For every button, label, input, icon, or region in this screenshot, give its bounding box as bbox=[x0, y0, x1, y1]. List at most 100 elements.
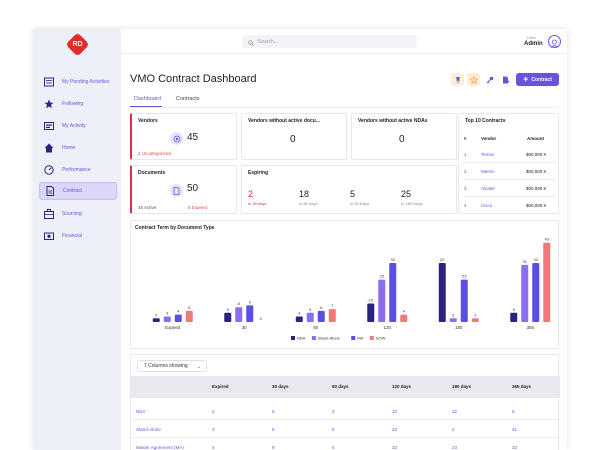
chart-data-label: 32 bbox=[440, 257, 445, 262]
column-header[interactable]: 120 days bbox=[392, 384, 412, 389]
legend-swatch bbox=[351, 336, 356, 340]
expiring-card: Expiring 2 In 30 days 18 In 60 days 5 In… bbox=[241, 165, 457, 214]
chart-bar[interactable] bbox=[317, 310, 325, 322]
column-header[interactable]: Expired bbox=[212, 384, 229, 389]
sidebar-item-following[interactable]: Following bbox=[39, 95, 117, 113]
table-cell: 3 bbox=[332, 409, 335, 414]
table-cell: 23 bbox=[392, 427, 398, 432]
vendors-no-active-docs-card[interactable]: Vendors without active docu... 0 bbox=[241, 113, 347, 160]
chart-bar[interactable] bbox=[449, 318, 457, 322]
documents-card[interactable]: Documents 50 45 Active 5 Expired bbox=[130, 165, 237, 214]
chart-data-label: 10 bbox=[369, 298, 374, 303]
company-logo[interactable]: RD bbox=[65, 32, 90, 57]
chart-bar[interactable] bbox=[521, 264, 529, 322]
table-cell: 4 bbox=[212, 445, 215, 450]
row-label-link[interactable]: Master Agreement (MA) bbox=[136, 445, 184, 450]
chart-bar[interactable] bbox=[378, 279, 386, 322]
top-contract-vendor-link[interactable]: Temes bbox=[481, 152, 495, 157]
legend-swatch bbox=[369, 336, 374, 340]
chart-bar[interactable] bbox=[163, 316, 171, 322]
chart-bar[interactable] bbox=[306, 312, 314, 322]
chart-bar[interactable] bbox=[328, 309, 336, 322]
tab-contracts[interactable]: Contracts bbox=[176, 96, 200, 102]
sidebar-item-my-activity[interactable]: My Activity bbox=[39, 117, 117, 135]
table-cell: 2 bbox=[452, 427, 455, 432]
table-cell: 8 bbox=[272, 427, 275, 432]
expiring-90-count[interactable]: 5 bbox=[350, 189, 356, 199]
chart-tick-label: 120 bbox=[383, 325, 391, 330]
plus-icon: + bbox=[523, 74, 529, 84]
sidebar-item-contract[interactable]: Contract bbox=[39, 182, 117, 200]
avatar[interactable] bbox=[548, 35, 561, 48]
pin-icon bbox=[454, 71, 462, 89]
sidebar-item-financial[interactable]: Financial bbox=[39, 227, 117, 245]
top-contract-vendor-link[interactable]: Cisco bbox=[481, 203, 493, 208]
chart-tick-label: Expired bbox=[165, 325, 181, 330]
table-cell: 5 bbox=[272, 409, 275, 414]
chart-bar[interactable] bbox=[400, 314, 408, 322]
legend-entry[interactable]: SOW bbox=[376, 336, 386, 341]
vendors-card[interactable]: Vendors 45 2 Uncategorized bbox=[130, 113, 237, 160]
top-contract-amount: $00,000 K bbox=[526, 169, 547, 174]
search-icon bbox=[248, 33, 254, 51]
export-button[interactable] bbox=[499, 73, 512, 86]
chart-bar[interactable] bbox=[224, 312, 232, 322]
chart-bar[interactable] bbox=[510, 312, 518, 322]
search-input[interactable]: Search... bbox=[242, 35, 417, 48]
row-label-link[interactable]: NDA bbox=[136, 409, 146, 414]
uncategorized-link[interactable]: 2 Uncategorized bbox=[138, 151, 171, 156]
chart-bar[interactable] bbox=[235, 307, 243, 322]
column-header[interactable]: 180 days bbox=[452, 384, 472, 389]
contract-term-chart-card: Contract Term by Document Type 2 3 4 6 Expir… bbox=[130, 220, 559, 349]
top-contract-vendor-link[interactable]: Alcatel bbox=[481, 186, 495, 191]
expiring-30-count[interactable]: 2 bbox=[248, 189, 254, 199]
vendors-no-active-ndas-card[interactable]: Vendors without active NDAs 0 bbox=[351, 113, 457, 160]
pin-button[interactable] bbox=[451, 73, 464, 86]
table-cell: 9 bbox=[272, 445, 275, 450]
sidebar-item-pending-activities[interactable]: My Pending Activities bbox=[39, 73, 117, 91]
favorite-button[interactable] bbox=[467, 73, 480, 86]
chart-data-label: 32 bbox=[534, 257, 539, 262]
row-label-link[interactable]: Stand-Alone bbox=[136, 427, 161, 432]
top-contract-vendor-link[interactable]: Meeris bbox=[481, 169, 495, 174]
chart-bar[interactable] bbox=[389, 262, 397, 322]
chart-bar[interactable] bbox=[543, 242, 551, 322]
chart-bar[interactable] bbox=[460, 279, 468, 322]
table-cell: 5 bbox=[332, 427, 335, 432]
expiring-180-count[interactable]: 25 bbox=[401, 189, 412, 199]
sidebar-item-performance[interactable]: Performance bbox=[39, 161, 117, 179]
key-button[interactable] bbox=[483, 73, 496, 86]
chart-bar[interactable] bbox=[152, 318, 160, 322]
chart-bar[interactable] bbox=[367, 303, 375, 322]
chart-bar[interactable] bbox=[246, 305, 254, 322]
legend-entry[interactable]: MA bbox=[357, 336, 363, 341]
chart-bar[interactable] bbox=[438, 262, 446, 322]
columns-select[interactable]: 7 Columns showing ⌄ bbox=[137, 360, 207, 372]
chart-bar[interactable] bbox=[471, 318, 479, 322]
column-header[interactable]: 60 days bbox=[332, 384, 349, 389]
top-contract-index: 3 bbox=[464, 186, 467, 191]
chart-tick-label: 365 bbox=[526, 325, 534, 330]
chart-bar[interactable] bbox=[532, 262, 540, 322]
column-header[interactable]: 365 days bbox=[512, 384, 532, 389]
add-contract-button[interactable]: + Contract bbox=[516, 73, 559, 86]
chart-bar[interactable] bbox=[185, 310, 193, 322]
table-cell: 32 bbox=[512, 445, 518, 450]
greeting: Hello bbox=[527, 35, 537, 40]
top-bar: Search... Hello Admin bbox=[121, 29, 567, 54]
documents-count: 50 bbox=[187, 183, 199, 194]
column-header[interactable]: 30 days bbox=[272, 384, 289, 389]
chart-data-label: 3 bbox=[298, 310, 301, 315]
tab-dashboard[interactable]: Dashboard bbox=[134, 96, 161, 102]
expiring-60-count[interactable]: 18 bbox=[299, 189, 310, 199]
expired-documents-link[interactable]: 5 Expired bbox=[188, 205, 208, 210]
chart-bar[interactable] bbox=[295, 316, 303, 322]
sidebar-item-home[interactable]: Home bbox=[39, 139, 117, 157]
sidebar-item-sourcing[interactable]: Sourcing bbox=[39, 205, 117, 223]
expiring-30-label: In 30 days bbox=[248, 201, 267, 206]
legend-entry[interactable]: Stand-Alone bbox=[318, 336, 341, 341]
top-contracts-header-amount: Amount bbox=[527, 136, 544, 141]
legend-entry[interactable]: NDA bbox=[297, 336, 306, 341]
chart-bar[interactable] bbox=[174, 314, 182, 322]
